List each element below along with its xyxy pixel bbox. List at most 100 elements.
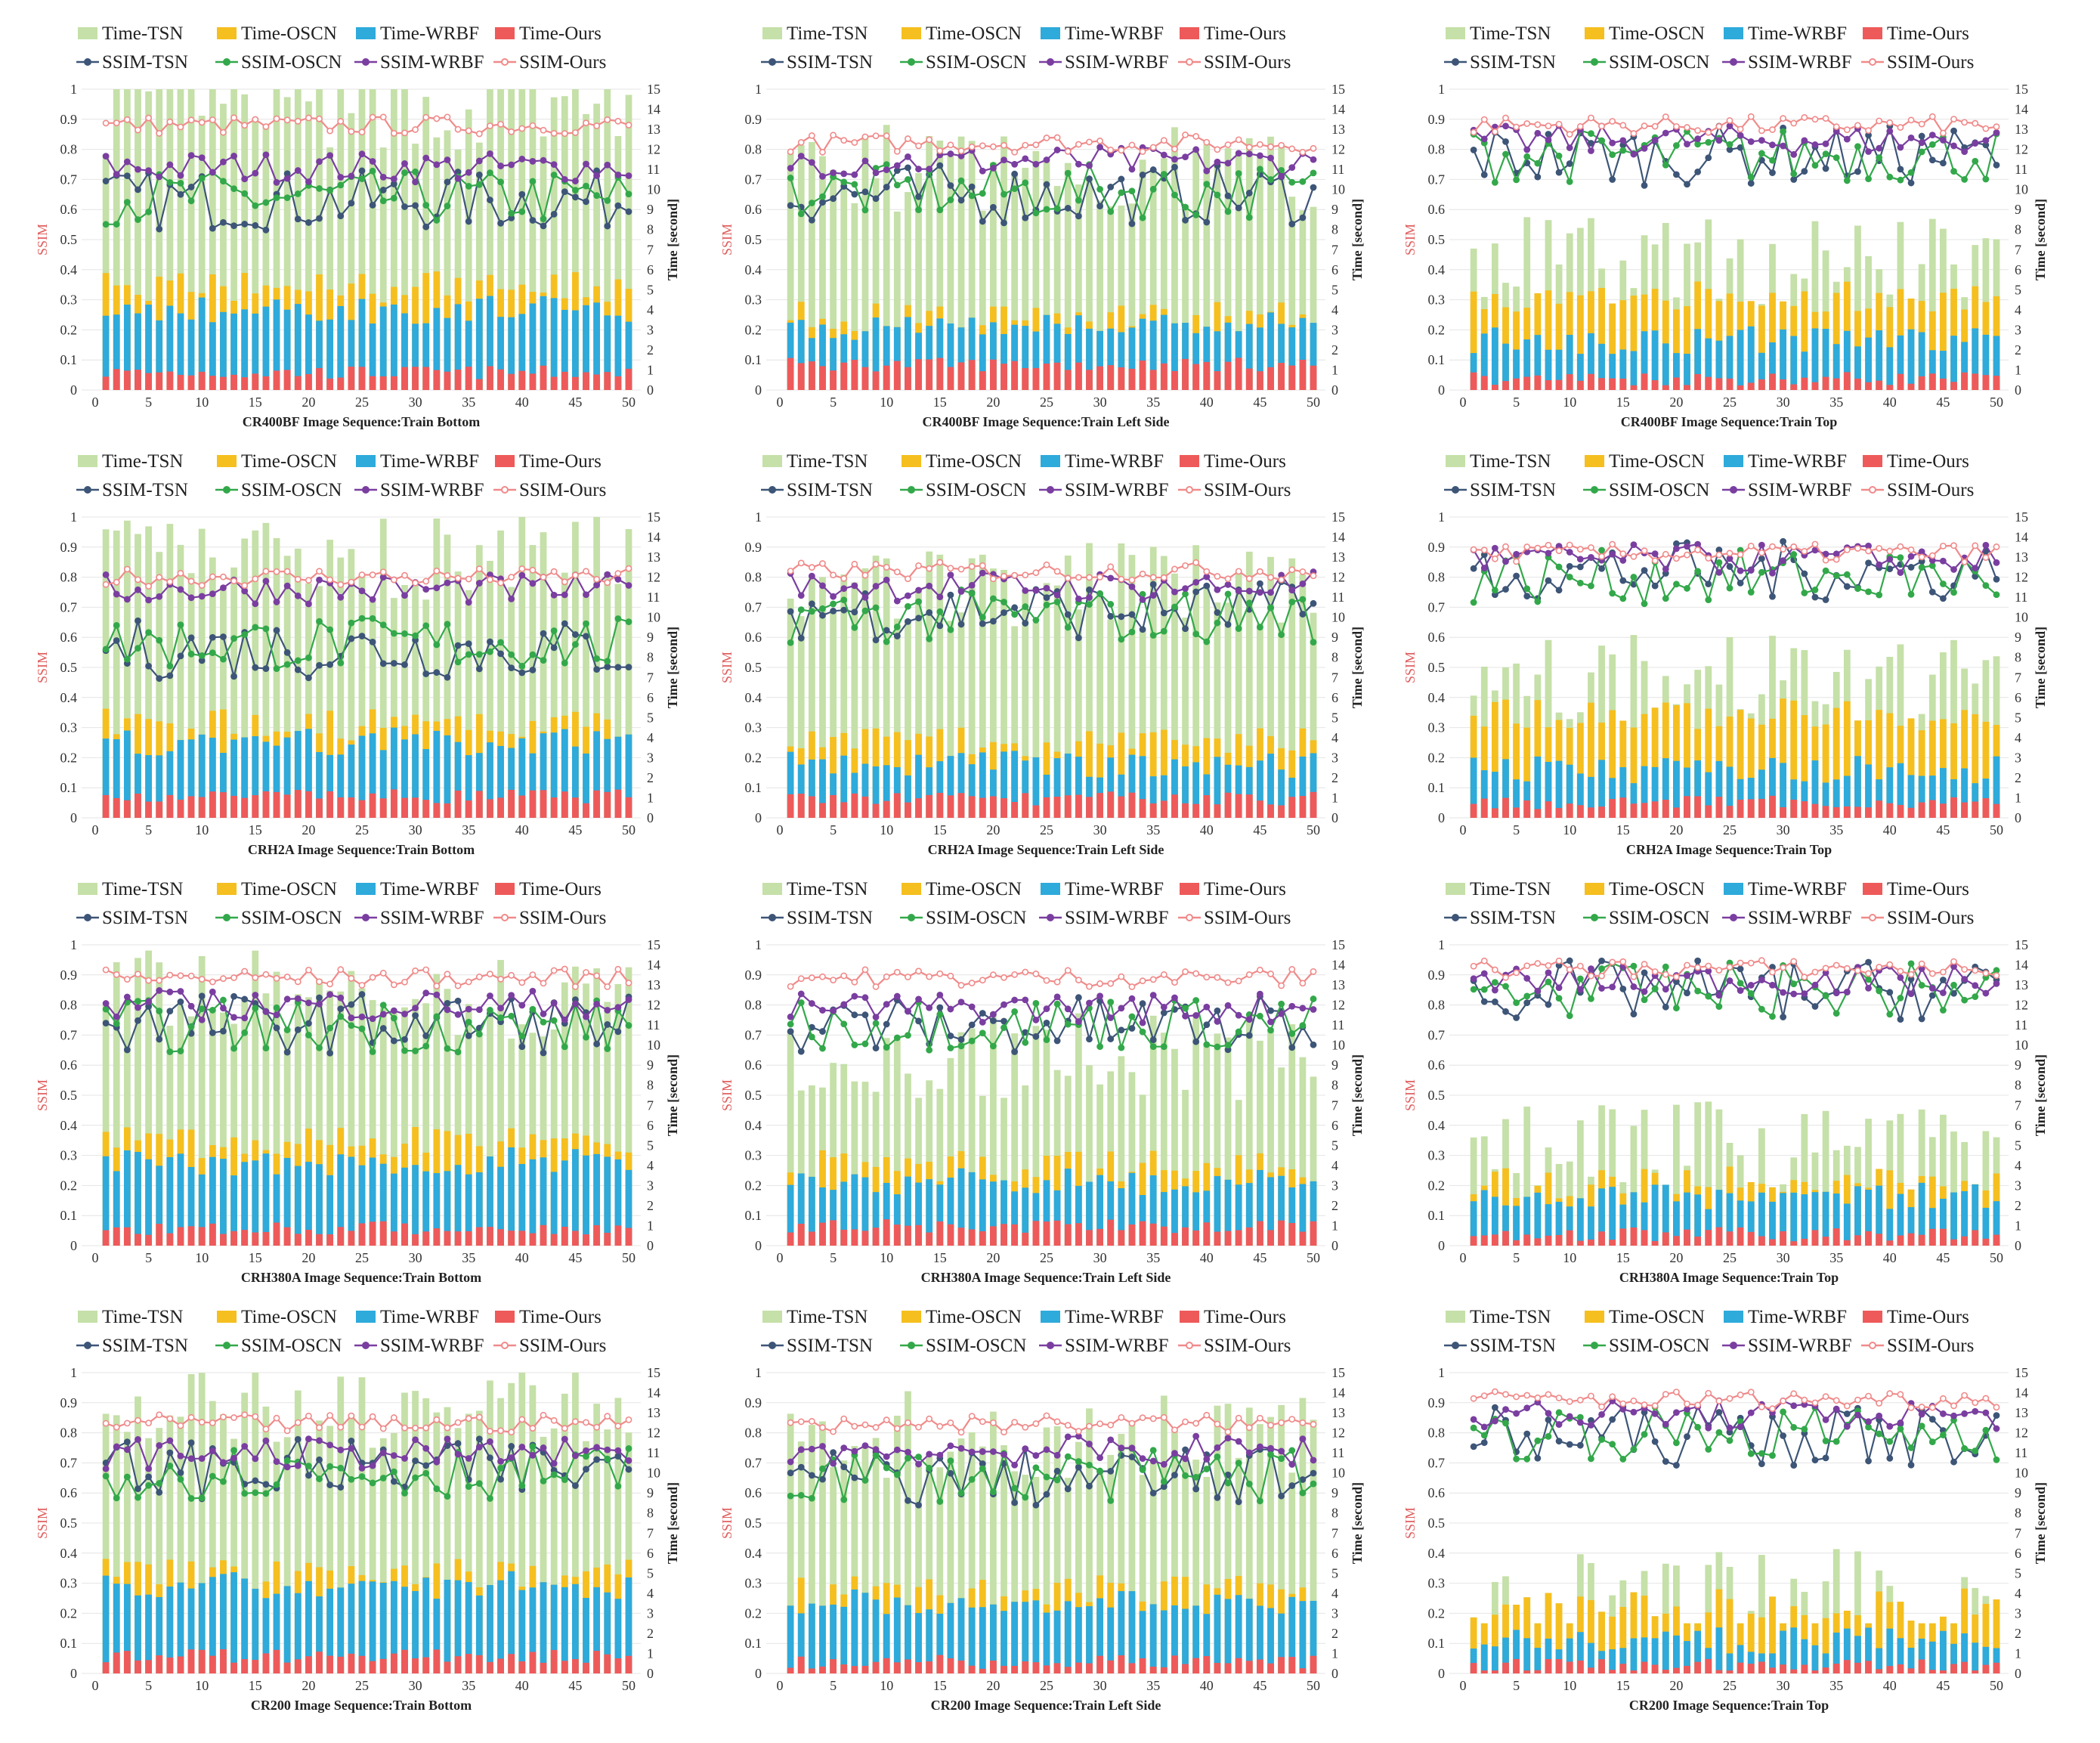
point-ssim_oscn [1950,168,1957,175]
bar-time-ours [135,793,141,818]
bar-time-tsn [1822,1110,1829,1246]
point-ssim_ours [1001,573,1007,580]
point-ssim_ours [1224,575,1232,583]
bar-time-wrbf [1769,1201,1776,1246]
right-tick-label: 10 [1331,1038,1345,1053]
bar-time-ours [113,797,120,818]
point-ssim_oscn [1982,582,1990,590]
bar-time-tsn [433,1412,441,1673]
bar-time-ours [348,1653,355,1673]
bar-time-ours [593,374,601,390]
point-ssim_oscn [337,1013,345,1020]
point-ssim_oscn [1257,166,1263,173]
point-ssim_tsn [1609,176,1616,183]
point-ssim_ours [1224,141,1232,148]
point-ssim_oscn [1854,585,1861,593]
bar-time-wrbf [529,303,537,390]
bar-time-tsn [156,552,163,818]
point-ssim_oscn [957,1042,965,1050]
point-ssim_ours [273,1414,280,1422]
x-tick-label: 30 [1777,395,1790,410]
point-ssim_ours [220,975,227,983]
bar-time-wrbf [1822,782,1829,818]
point-ssim_wrbf [1630,150,1638,158]
point-ssim_oscn [583,182,589,190]
bar-time-wrbf [1107,757,1115,818]
point-ssim_ours [1780,546,1786,553]
point-ssim_wrbf [444,579,451,587]
point-ssim_oscn [614,615,622,622]
point-ssim_oscn [1310,995,1317,1002]
bar-time-ours [1470,1236,1477,1246]
x-tick-label: 25 [355,822,369,837]
legend-label-ssim_oscn: SSIM-OSCN [926,1336,1026,1356]
bar-time-wrbf [1001,751,1007,818]
bar-time-ours [861,796,869,818]
bar-time-wrbf [787,1605,794,1673]
point-ssim_wrbf [135,586,141,593]
bar-time-tsn [198,955,206,1246]
point-ssim_wrbf [283,1463,291,1471]
bar-time-tsn [583,591,589,818]
point-ssim_oscn [198,1494,206,1502]
point-ssim_tsn [1790,176,1798,183]
point-ssim_wrbf [1886,556,1894,563]
bar-time-wrbf [454,1580,462,1673]
right-tick-label: 15 [647,937,660,952]
bar-time-wrbf [915,754,922,818]
right-tick-label: 8 [2015,222,2021,237]
bar-time-ours [893,793,901,818]
bar-time-ours [135,1660,141,1673]
point-ssim_tsn [915,1017,922,1025]
bar-time-ours [401,367,408,390]
bar-time-wrbf [1961,768,1969,818]
point-ssim_tsn [1086,1036,1093,1043]
series-ssim_tsn [1470,537,2000,603]
point-ssim_oscn [1128,1013,1136,1020]
bar-time-wrbf [1684,1192,1690,1246]
point-ssim_oscn [305,654,312,661]
point-ssim_ours [947,565,954,572]
bar-time-wrbf [454,304,462,390]
point-ssim_wrbf [135,1004,141,1011]
bar-time-tsn [1075,184,1082,391]
point-ssim_ours [830,571,837,579]
point-ssim_oscn [625,1022,632,1029]
point-ssim_tsn [412,1457,419,1465]
point-ssim_tsn [1737,579,1744,587]
chart-panel: Time-TSN Time-OSCN Time-WRBF Time-OursSSIM-… [35,23,680,429]
bar-time-wrbf [401,1587,408,1673]
bar-time-wrbf [1107,1181,1115,1246]
bar-time-wrbf [1545,1204,1552,1246]
bar-time-ours [1214,1231,1221,1246]
bar-time-ours [433,1228,441,1246]
point-ssim_oscn [316,1475,323,1482]
bar-time-ours [1064,795,1072,818]
point-ssim_oscn [113,221,120,228]
point-ssim_oscn [220,996,227,1004]
bar-time-wrbf [369,1581,376,1673]
point-ssim_oscn [422,202,430,209]
y-axis-label-left: SSIM [719,652,735,683]
bar-time-wrbf [135,1152,141,1246]
right-tick-label: 13 [1331,1405,1345,1420]
point-ssim_wrbf [1876,144,1883,152]
bar-time-ours [1192,364,1200,390]
bar-time-wrbf [1310,323,1317,390]
point-ssim_wrbf [283,582,291,590]
x-tick-label: 40 [1200,1250,1214,1265]
point-ssim_wrbf [604,161,611,169]
legend-label-time_oscn: Time-OSCN [926,1307,1022,1327]
point-ssim_tsn [861,1011,869,1019]
point-ssim_wrbf [379,574,387,581]
legend-swatch-time_oscn [217,455,237,467]
point-ssim_ours [358,1423,366,1431]
bar-time-wrbf [465,755,472,818]
point-ssim_wrbf [1780,989,1786,996]
bar-time-tsn [1096,596,1103,818]
point-ssim_ours [583,1419,589,1426]
legend-swatch-time_oscn [902,883,921,895]
bar-time-ours [1790,799,1798,818]
point-ssim_wrbf [604,1446,611,1454]
legend-label-time_wrbf: Time-WRBF [1748,879,1847,899]
